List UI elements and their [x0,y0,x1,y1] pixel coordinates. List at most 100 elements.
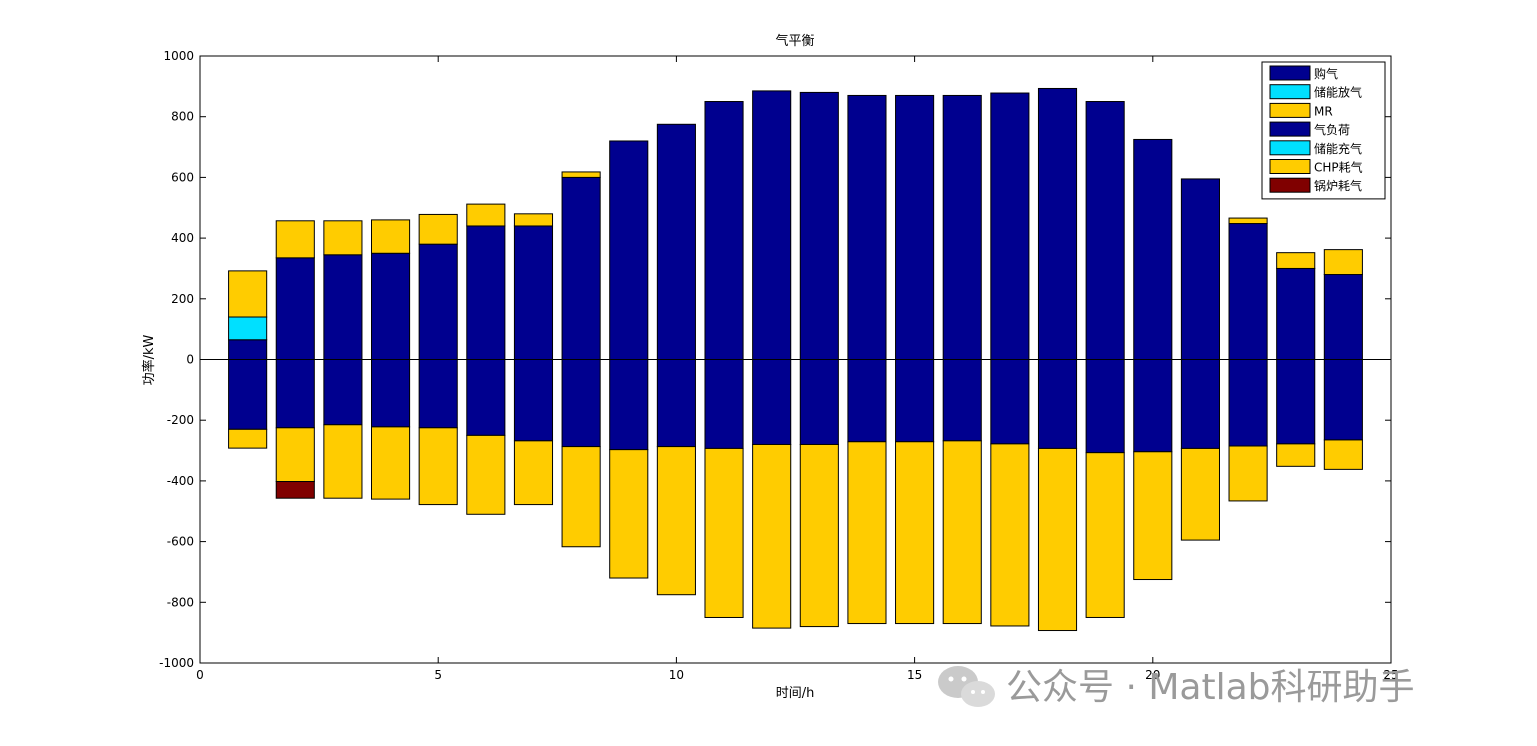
supply-bar-3-t1 [228,270,268,318]
y-tick-label: -800 [167,595,194,609]
y-tick-label: 400 [171,231,194,245]
supply-bar-1-t23 [1276,267,1316,361]
demand-bar-1-t3 [323,359,363,426]
supply-bar-3-t5 [418,213,458,245]
legend-label: 锅炉耗气 [1314,178,1362,193]
supply-bar-1-t2 [275,257,315,360]
supply-bar-3-t23 [1276,252,1316,269]
demand-bar-1-t18 [1037,359,1078,449]
demand-bar-1-t15 [895,359,935,443]
x-tick-label: 20 [1145,668,1160,682]
demand-bar-1-t11 [704,359,744,449]
watermark-text: 公众号 · Matlab科研助手 [1006,667,1414,708]
legend-swatch [1269,140,1311,156]
y-tick-label: 200 [171,292,194,306]
demand-bar-3-t11 [704,447,744,618]
demand-bar-3-t16 [942,440,982,625]
supply-bar-3-t7 [513,213,554,227]
y-tick-label: -400 [167,474,194,488]
demand-bar-3-t23 [1276,443,1316,467]
legend-label: 储能充气 [1314,141,1362,156]
demand-bar-1-t19 [1085,359,1125,454]
supply-bar-1-t11 [704,101,744,361]
supply-bar-1-t6 [466,225,506,360]
demand-bar-1-t6 [466,359,506,436]
x-tick-label: 25 [1383,668,1398,682]
watermark: 公众号 · Matlab科研助手 [938,666,1414,708]
y-tick-label: 600 [171,170,194,184]
bars-layer [228,87,1363,632]
supply-bar-1-t21 [1180,178,1220,360]
demand-bar-1-t17 [990,359,1030,445]
supply-bar-1-t4 [371,252,411,361]
chart-title: 气平衡 [775,33,814,49]
supply-bar-1-t17 [990,92,1030,360]
y-axis-ticks: -1000 -800 -600 -400 -200 0 200 400 600 800 1000 [159,49,1391,670]
supply-bar-3-t22 [1228,217,1268,225]
demand-bar-4-t2 [275,481,315,499]
legend-swatch [1269,121,1311,137]
demand-bar-1-t14 [847,359,887,443]
demand-bar-3-t1 [228,428,268,449]
supply-bar-1-t7 [513,225,554,360]
supply-bar-3-t8 [561,171,601,178]
demand-bar-3-t14 [847,441,887,625]
supply-bar-1-t12 [752,90,792,361]
legend-label: MR [1314,104,1333,118]
x-tick-label: 15 [907,668,922,682]
supply-bar-1-t15 [895,94,935,360]
legend-label: 储能放气 [1314,85,1362,100]
supply-bar-1-t1 [228,339,268,360]
y-axis-label: 功率/kW [141,334,157,385]
legend-swatch [1269,65,1311,81]
supply-bar-1-t10 [656,123,696,361]
demand-bar-3-t10 [656,446,696,596]
supply-bar-3-t2 [275,220,315,259]
demand-bar-1-t5 [418,359,458,429]
legend-swatch [1269,177,1311,193]
supply-bar-1-t24 [1323,274,1363,360]
supply-bar-1-t16 [942,94,982,360]
legend-label: 气负荷 [1314,122,1350,137]
supply-bar-1-t13 [799,91,839,360]
x-axis-ticks: 0 5 10 15 20 25 [196,56,1399,682]
demand-bar-1-t7 [513,359,554,442]
supply-bar-1-t8 [561,176,601,360]
demand-bar-3-t2 [275,427,315,483]
demand-bar-1-t1 [228,359,268,430]
demand-bar-3-t7 [513,440,554,506]
y-tick-label: 1000 [163,49,194,63]
demand-bar-3-t12 [752,443,792,629]
demand-bar-3-t20 [1133,451,1173,581]
demand-bar-3-t13 [799,443,839,628]
demand-bar-1-t16 [942,359,982,442]
demand-bar-3-t15 [895,441,935,625]
demand-bar-1-t13 [799,359,839,445]
legend-swatch [1269,102,1311,118]
supply-bar-1-t19 [1085,101,1125,361]
y-tick-label: -600 [167,535,194,549]
y-tick-label: 800 [171,110,194,124]
demand-bar-3-t8 [561,446,601,548]
supply-bar-3-t3 [323,220,363,256]
demand-bar-1-t8 [561,359,601,448]
demand-bar-3-t3 [323,424,363,499]
demand-bar-3-t9 [609,449,649,579]
supply-bar-1-t5 [418,243,458,360]
demand-bar-1-t21 [1180,359,1220,449]
wechat-icon [938,666,995,707]
x-tick-label: 10 [669,668,684,682]
demand-bar-3-t4 [371,426,411,500]
demand-bar-1-t20 [1133,359,1173,453]
supply-bar-2-t1 [228,316,268,341]
legend-swatch [1269,159,1311,174]
supply-bar-3-t4 [371,219,411,254]
demand-bar-3-t5 [418,427,458,506]
demand-bar-3-t17 [990,443,1030,627]
supply-bar-1-t22 [1228,223,1268,360]
supply-bar-1-t3 [323,254,363,360]
y-tick-label: -1000 [159,656,194,670]
demand-bar-3-t22 [1228,445,1268,502]
demand-bar-1-t2 [275,359,315,429]
